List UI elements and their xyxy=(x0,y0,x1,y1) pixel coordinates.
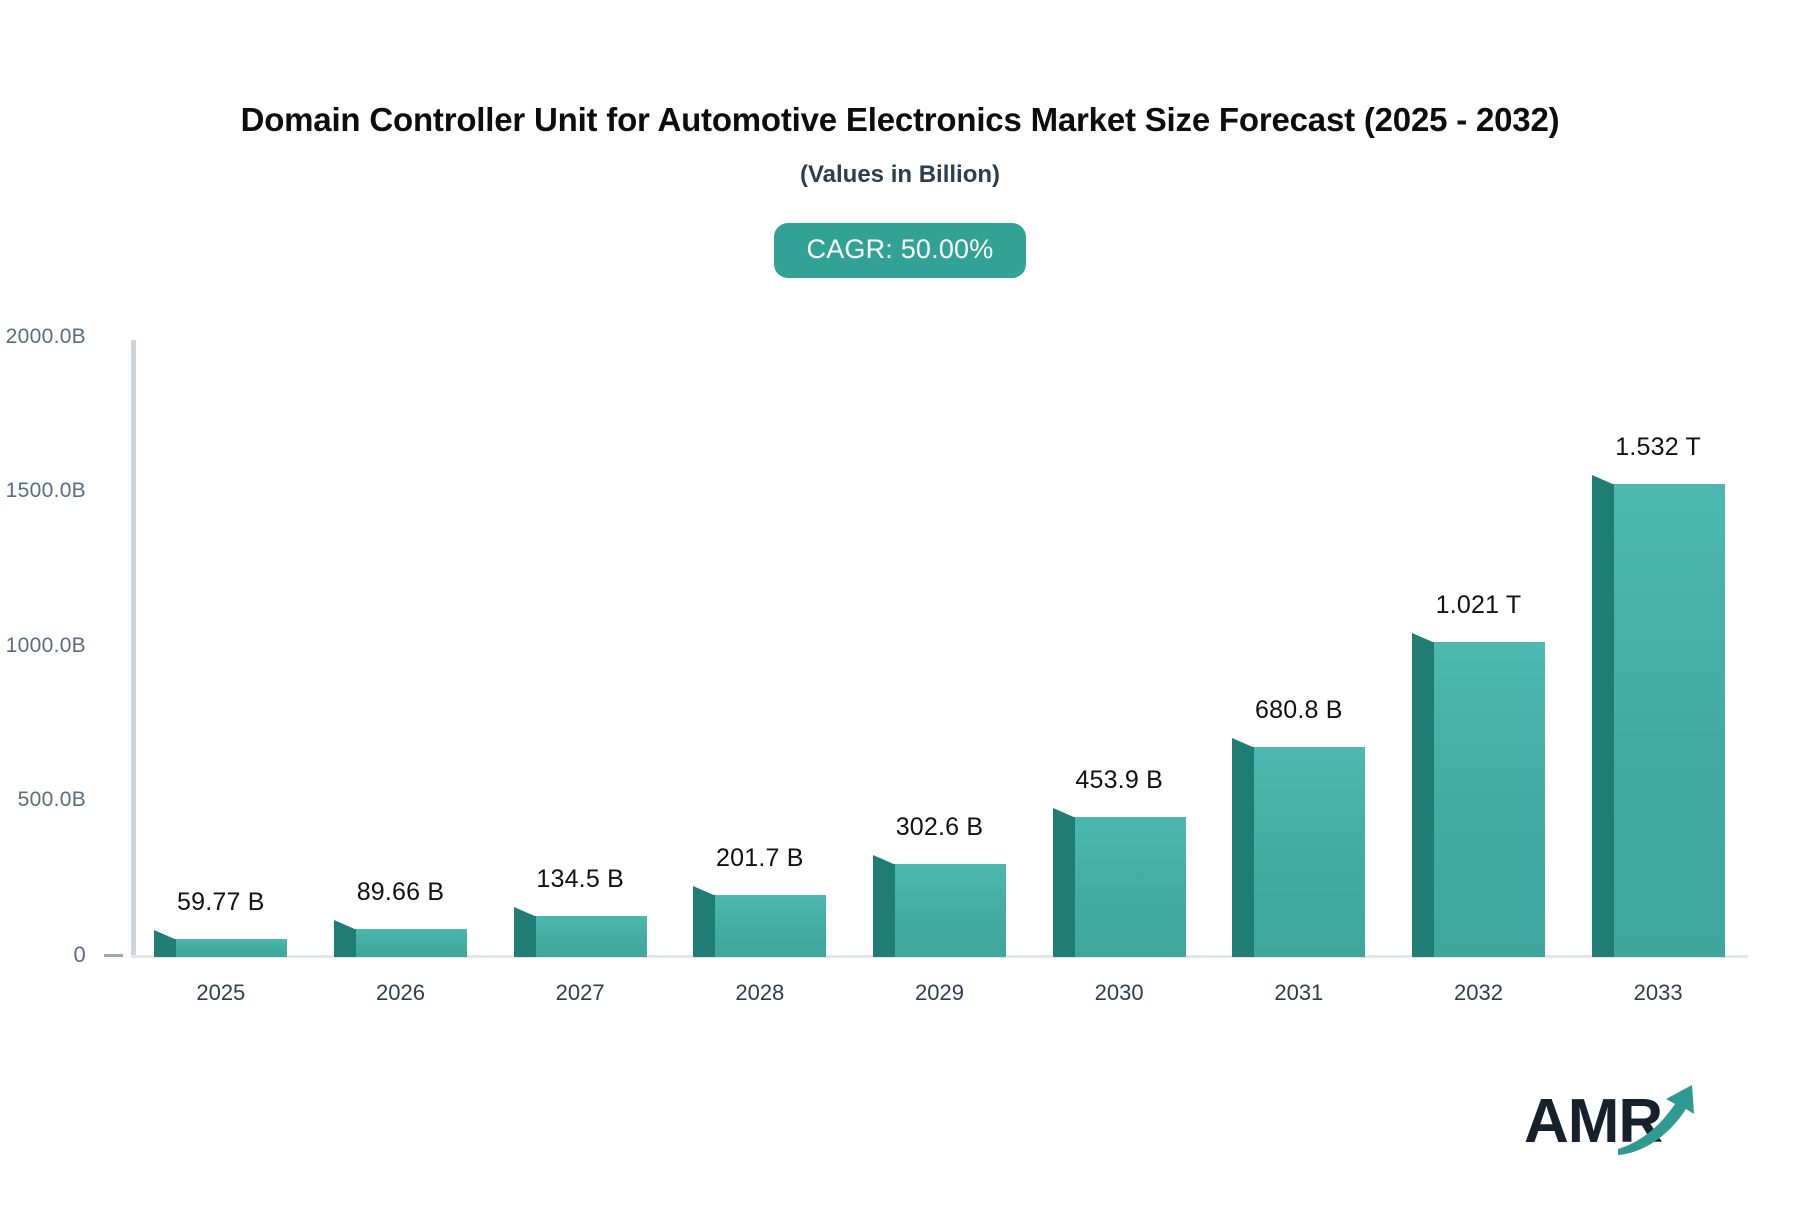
x-tick-label: 2027 xyxy=(555,980,605,1005)
y-tick-label: 2000.0B xyxy=(5,325,86,348)
bar-side-face xyxy=(1052,816,1076,957)
bar-front-face xyxy=(715,894,827,957)
cagr-badge-container: CAGR: 50.00% xyxy=(0,223,1800,278)
x-tick-label: 2030 xyxy=(1094,980,1144,1005)
bar-side-face xyxy=(334,929,357,957)
bar-front-face xyxy=(1254,746,1366,957)
x-tick-label: 2025 xyxy=(196,980,246,1005)
bar-side-face xyxy=(154,938,178,957)
bar-top-bevel xyxy=(1591,475,1615,486)
bar-top-bevel xyxy=(154,929,178,940)
bar-side-face xyxy=(513,915,537,957)
x-tick-label: 2031 xyxy=(1274,980,1324,1005)
bar-value-label: 680.8 B xyxy=(1255,695,1343,724)
bar[interactable] xyxy=(1412,633,1545,957)
bar-series: 59.77 B 89.66 B 134.5 B 201.7 B 302.6 B 453.9… xyxy=(131,340,1748,957)
x-tick-label: 2026 xyxy=(376,980,425,1005)
bar-value-label: 89.66 B xyxy=(356,878,445,907)
bar-top-bevel xyxy=(1412,633,1435,644)
y-tick-label: 0 xyxy=(73,942,86,967)
bar-group[interactable]: 453.9 B xyxy=(1052,340,1186,957)
bar-group[interactable]: 59.77 B xyxy=(154,340,288,957)
bar-top-bevel xyxy=(873,854,896,865)
chart-header: Domain Controller Unit for Automotive El… xyxy=(120,96,1680,188)
y-tick-label: 500.0B xyxy=(17,787,86,811)
cagr-badge: CAGR: 50.00% xyxy=(773,223,1027,278)
bar-value-label: 201.7 B xyxy=(716,843,804,872)
bar[interactable] xyxy=(334,920,467,957)
bar[interactable] xyxy=(154,929,288,957)
bar-group[interactable]: 1.532 T xyxy=(1591,340,1725,957)
bar-side-face xyxy=(1412,642,1435,957)
bar-group[interactable]: 134.5 B xyxy=(513,340,647,957)
x-tick-label: 2032 xyxy=(1454,980,1503,1005)
bar-group[interactable]: 1.021 T xyxy=(1412,340,1545,957)
bar-side-face xyxy=(1232,746,1256,957)
bar-front-face xyxy=(1074,816,1186,957)
bar-front-face xyxy=(895,863,1006,957)
bar-top-bevel xyxy=(334,920,357,931)
x-tick-label: 2029 xyxy=(915,980,964,1005)
bar-front-face xyxy=(176,938,288,957)
zero-tick-mark xyxy=(104,954,123,957)
bar-side-face xyxy=(693,894,717,957)
x-tick-label: 2028 xyxy=(735,980,785,1005)
bar-group[interactable]: 302.6 B xyxy=(873,340,1006,957)
bar-front-face xyxy=(1613,484,1725,957)
bar-top-bevel xyxy=(693,885,717,896)
amr-logo: AMR xyxy=(1524,1083,1704,1167)
bar-value-label: 59.77 B xyxy=(177,887,265,916)
bar-front-face xyxy=(535,915,647,957)
bar[interactable] xyxy=(1591,475,1725,957)
bar-value-label: 1.532 T xyxy=(1615,433,1702,462)
y-axis-line xyxy=(131,340,136,957)
bar[interactable] xyxy=(1232,737,1366,957)
bar-top-bevel xyxy=(513,906,537,917)
bar-value-label: 453.9 B xyxy=(1075,765,1163,794)
chart-subtitle: (Values in Billion) xyxy=(799,160,1001,188)
bar-front-face xyxy=(1434,642,1545,957)
bar[interactable] xyxy=(873,854,1006,957)
bar-value-label: 134.5 B xyxy=(536,864,624,893)
bar[interactable] xyxy=(513,906,647,957)
y-tick-label: 1000.0B xyxy=(5,633,86,657)
bar-side-face xyxy=(1591,484,1615,957)
bar-group[interactable]: 89.66 B xyxy=(334,340,467,957)
bar[interactable] xyxy=(693,885,827,957)
bar-group[interactable]: 680.8 B xyxy=(1232,340,1366,957)
y-tick-label: 1500.0B xyxy=(5,479,86,503)
bar-top-bevel xyxy=(1052,807,1076,818)
growth-arrow-icon xyxy=(1618,1085,1694,1155)
bar-group[interactable]: 201.7 B xyxy=(693,340,827,957)
chart-title: Domain Controller Unit for Automotive El… xyxy=(240,101,1560,138)
bar-value-label: 302.6 B xyxy=(895,812,984,841)
bar-value-label: 1.021 T xyxy=(1435,591,1522,620)
bar[interactable] xyxy=(1052,807,1186,957)
bar-top-bevel xyxy=(1232,737,1256,748)
x-tick-label: 2033 xyxy=(1633,980,1683,1005)
bar-side-face xyxy=(873,863,896,957)
bar-front-face xyxy=(356,929,467,957)
